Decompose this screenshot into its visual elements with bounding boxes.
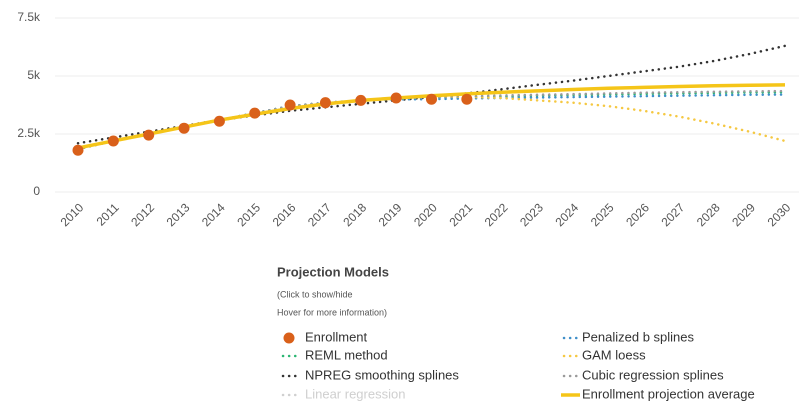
legend-label: Linear regression (305, 386, 405, 401)
x-tick-label: 2016 (270, 200, 299, 229)
legend-item[interactable]: Enrollment projection average (561, 386, 755, 401)
legend-label: GAM loess (582, 347, 646, 362)
legend-title: Projection Models (277, 264, 389, 279)
y-tick-label: 7.5k (17, 10, 41, 24)
legend-item[interactable]: Enrollment (283, 329, 368, 344)
legend-subtitle: Hover for more information) (277, 307, 387, 317)
x-tick-label: 2010 (58, 200, 87, 229)
x-tick-label: 2011 (94, 200, 122, 228)
x-tick-label: 2022 (482, 200, 511, 229)
data-point (390, 92, 402, 104)
x-tick-label: 2025 (588, 200, 617, 229)
legend-label: REML method (305, 347, 388, 362)
x-tick-label: 2017 (305, 200, 334, 229)
legend-item[interactable]: Cubic regression splines (562, 367, 724, 382)
legend-item[interactable]: REML method (281, 347, 388, 362)
x-tick-label: 2024 (552, 200, 581, 229)
legend-label: NPREG smoothing splines (305, 367, 459, 382)
x-tick-label: 2013 (164, 200, 193, 229)
legend-item[interactable]: Penalized b splines (562, 329, 695, 344)
data-point (72, 144, 84, 156)
data-point (426, 93, 437, 105)
x-tick-label: 2027 (659, 200, 688, 229)
x-tick-label: 2018 (340, 200, 369, 229)
x-tick-label: 2026 (623, 200, 652, 229)
legend-marker (283, 332, 295, 344)
x-tick-label: 2012 (128, 200, 157, 229)
data-point (249, 107, 261, 119)
data-point (107, 135, 119, 147)
x-tick-label: 2020 (411, 200, 440, 229)
y-tick-label: 5k (27, 68, 41, 82)
x-tick-label: 2021 (446, 200, 475, 229)
legend-label: Enrollment (305, 329, 368, 344)
data-point (284, 99, 296, 111)
data-point (461, 93, 473, 105)
data-point (213, 115, 225, 127)
x-tick-label: 2015 (234, 200, 263, 229)
x-tick-label: 2019 (376, 200, 405, 229)
y-tick-label: 2.5k (17, 126, 41, 140)
legend-label: Penalized b splines (582, 329, 695, 344)
legend-item[interactable]: NPREG smoothing splines (281, 367, 459, 382)
y-tick-label: 0 (33, 184, 40, 198)
data-point (178, 122, 190, 134)
x-tick-label: 2014 (199, 200, 228, 229)
data-point (319, 97, 331, 109)
x-tick-label: 2029 (729, 200, 758, 229)
legend-item[interactable]: Linear regression (281, 386, 405, 401)
data-point (143, 129, 155, 141)
x-tick-label: 2028 (694, 200, 723, 229)
x-tick-label: 2023 (517, 200, 546, 229)
legend-item[interactable]: GAM loess (562, 347, 646, 362)
legend-subtitle: (Click to show/hide (277, 289, 353, 299)
x-tick-label: 2030 (765, 200, 794, 229)
legend-label: Enrollment projection average (582, 386, 755, 401)
data-point (355, 94, 367, 106)
legend-label: Cubic regression splines (582, 367, 724, 382)
